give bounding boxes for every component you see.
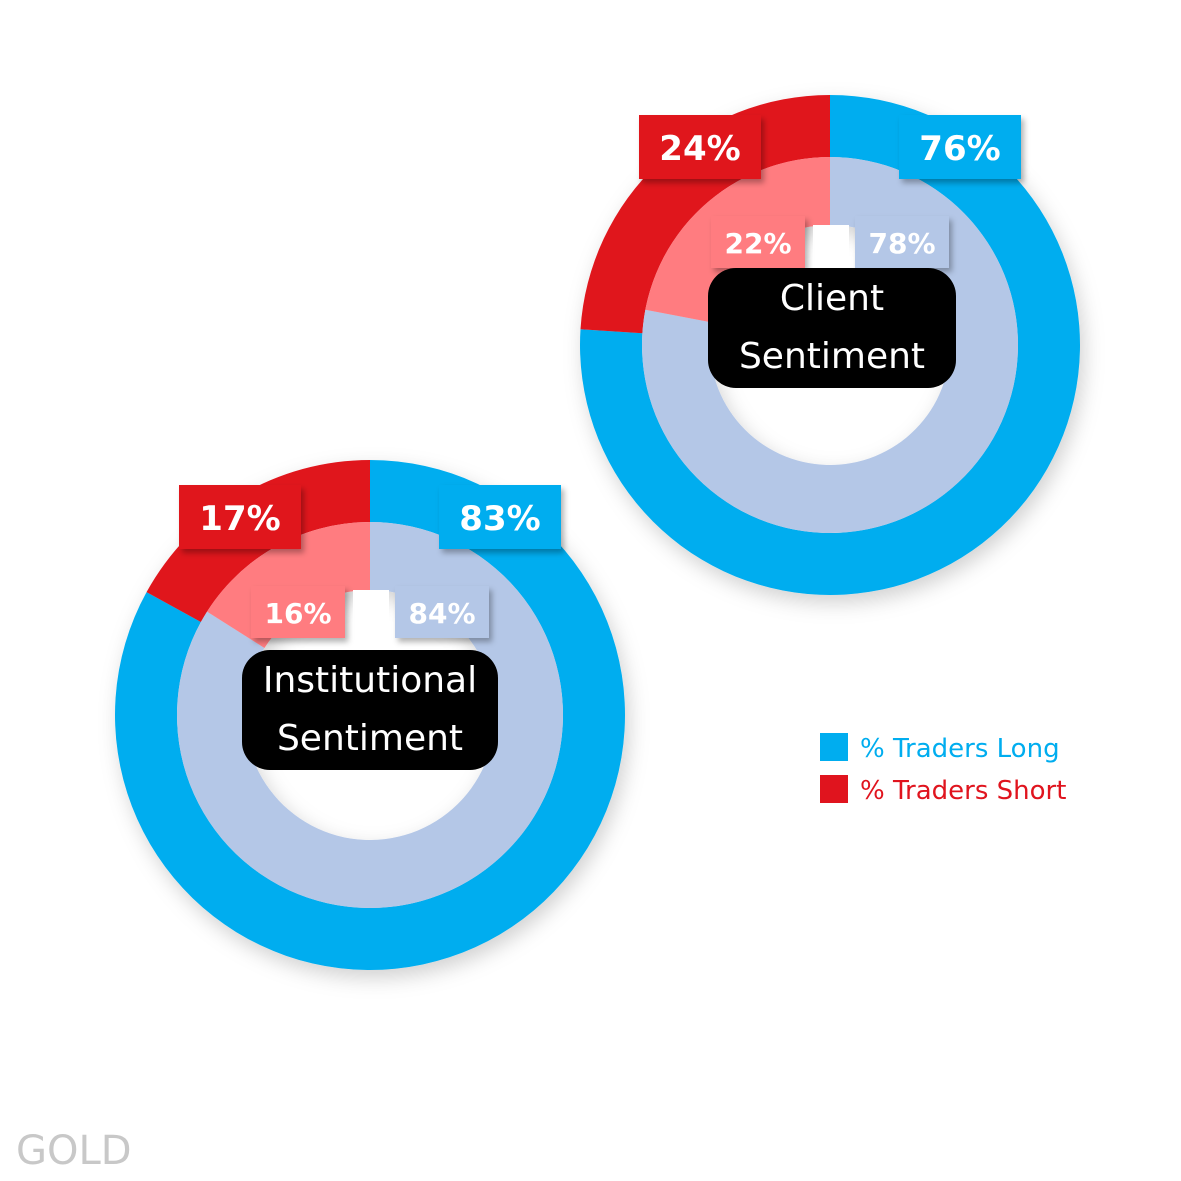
value-label-box bbox=[395, 586, 489, 638]
legend-entry: % Traders Short bbox=[820, 775, 1066, 806]
chart-title: Institutional Sentiment bbox=[242, 650, 498, 770]
value-label: 24% bbox=[659, 129, 740, 169]
legend-entry: % Traders Long bbox=[820, 733, 1060, 764]
value-label-box bbox=[711, 216, 805, 268]
value-label: 76% bbox=[919, 129, 1000, 169]
value-label-box bbox=[899, 115, 1021, 179]
hole-notch bbox=[813, 225, 849, 271]
value-label: 16% bbox=[264, 597, 331, 630]
value-label: 83% bbox=[459, 499, 540, 539]
legend-swatch bbox=[820, 733, 848, 761]
value-label-box bbox=[439, 485, 561, 549]
value-label: 22% bbox=[724, 227, 791, 260]
outer-segment bbox=[580, 95, 830, 334]
watermark: GOLD bbox=[16, 1128, 132, 1174]
legend-swatch bbox=[820, 775, 848, 803]
value-label-box bbox=[639, 115, 761, 179]
value-label-box bbox=[855, 216, 949, 268]
value-label: 17% bbox=[199, 499, 280, 539]
value-label-box bbox=[179, 485, 301, 549]
value-label: 78% bbox=[868, 227, 935, 260]
hole-notch bbox=[353, 590, 389, 636]
value-label: 84% bbox=[408, 597, 475, 630]
inner-segment bbox=[207, 522, 370, 649]
chart-title: Client Sentiment bbox=[708, 268, 956, 388]
legend-label: % Traders Long bbox=[860, 734, 1060, 764]
legend-label: % Traders Short bbox=[860, 776, 1067, 806]
value-label-box bbox=[251, 586, 345, 638]
